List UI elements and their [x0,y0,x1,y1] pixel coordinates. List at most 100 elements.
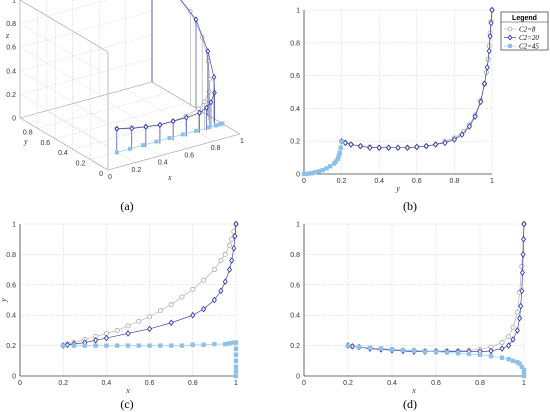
panel-a-box-edge [19,81,153,119]
panel-d-data-point [499,345,505,352]
panel-a-floor-gridline [55,102,188,140]
panel-c-y-tick-label: 0.6 [6,282,16,289]
panel-d-data-point [519,287,525,295]
panel-b-data-point [489,6,495,14]
panel-b-data-point [433,141,439,148]
panel-c-x-tick-label: 0.6 [145,380,155,387]
panel-c-series-C2=45 [61,340,239,379]
panel-a-data-point [157,121,163,128]
panel-c-data-point [227,266,232,273]
panel-b-data-point [301,171,307,177]
panel-c-y-tick-label: 0.8 [6,252,16,259]
panel-b-data-point [484,64,490,71]
panel-a-data-point [154,139,159,144]
panel-c-data-point [190,342,195,348]
panel-a-data-point [197,109,202,116]
panel-d-data-point [411,348,417,354]
panel-a-wall-gridline [19,0,109,53]
panel-a-y-tick-label: 0 [99,171,103,178]
panel-c-data-point [158,343,163,348]
panel-d-x-tick-label: 0 [302,380,306,387]
panel-b-data-point [309,170,314,176]
panel-c-data-point [227,341,232,346]
panel-d-x-tick-label: 1 [522,380,526,387]
panel-c-data-point [232,232,238,240]
panel-d-x-tick-label: 0.6 [431,380,441,387]
panel-b-data-point [342,139,348,147]
panel-a-floor-gridline [99,96,188,149]
panel-c-x-axis-label: x [125,386,130,395]
panel-d-data-point [519,364,524,370]
panel-d-y-tick-label: 0 [296,374,300,381]
panel-d-data-point [455,351,461,356]
panel-d-data-point [521,373,527,379]
panel-b-data-point [337,150,342,155]
panel-d-data-point [466,351,472,357]
panel-b-data-point [313,170,318,175]
panel-b-data-point [320,167,325,173]
panel-d-data-point [521,235,527,243]
panel-c-x-tick-label: 1 [234,380,238,387]
panel-a-x-tick-label: 0.2 [132,167,142,174]
panel-c-data-point [233,340,239,345]
panel-b-data-point [305,171,310,176]
panel-b-data-point [451,136,457,143]
panel-a-wall-gridline [19,46,109,100]
panel-a-data-point [114,125,120,132]
panel-b-data-point [328,164,333,169]
panel-a-data-point [196,106,201,112]
panel-d-x-tick-label: 0.2 [343,380,353,387]
panel-a-x-tick-label: 1 [240,138,244,145]
panel-d-data-point [520,251,526,258]
panel-c-data-point [125,343,131,348]
panel-c-y-tick-label: 0.4 [6,313,16,320]
panel-d-data-point [499,340,505,346]
panel-a-wall-gridline [19,34,153,72]
panel-d-data-point [506,357,511,362]
panel-c-data-point [233,369,239,374]
panel-c-y-tick-label: 1 [12,222,16,229]
panel-c-data-point [190,286,196,292]
panel-b-data-point [487,32,493,40]
panel-b-series-C2=45 [301,139,344,177]
panel-d-y-tick-label: 1 [296,222,300,229]
panel-d-data-point [345,343,351,348]
panel-a-data-point [205,48,211,55]
panel-d-series-C2=45 [345,343,527,379]
panel-b-data-point [482,80,487,88]
panel-b-data-point [442,139,448,147]
panel-c-x-tick-label: 0.8 [188,380,198,387]
panel-d-data-point [367,345,373,351]
panel-a-series-C2=45 [114,121,225,155]
panel-a-grid [19,0,241,171]
panel-c-data-point [201,277,207,283]
panel-a-wall-gridline [19,58,153,95]
legend-entry-label: C2=45 [519,42,539,50]
panel-c-data-point [125,330,131,337]
panel-d-data-point [510,324,516,330]
panel-a-wall-gridline [19,117,109,171]
panel-d-y-tick-label: 0.8 [290,252,300,259]
panel-a-data-point [114,150,119,155]
panel-c-data-point [147,343,152,348]
panel-a-z-tick-label: 0.8 [6,21,16,28]
panel-b-y-tick-label: 0.4 [290,106,300,113]
panel-b-data-point [488,19,494,27]
panel-a-tick-labels: 0 0.2 0.4 0.6 0.8 1 0 0.2 0.4 0.6 0.8 0 0.2 0.4 0.6 0.8… [6,0,244,181]
panel-c-data-point [218,287,224,295]
panel-b-x-tick-label: 0.8 [450,178,460,185]
panel-b-chart: 0 0.2 0.4 0.6 0.8 1 0 0.2 0.4 0.6 0.8 1 y [290,6,495,193]
panel-c-data-point [157,308,163,314]
panel-a-marks [114,0,225,155]
panel-a-data-point [129,125,135,132]
panel-d-data-point [488,354,494,359]
panel-c-data-point [103,334,109,342]
panel-c-data-point [211,267,217,273]
panel-a-data-point [184,114,189,121]
panel-b-y-tick-label: 0.8 [290,40,300,47]
panel-c-data-point [136,318,142,324]
panel-b-x-tick-label: 0.4 [374,178,384,185]
panel-d-data-point [519,264,525,270]
